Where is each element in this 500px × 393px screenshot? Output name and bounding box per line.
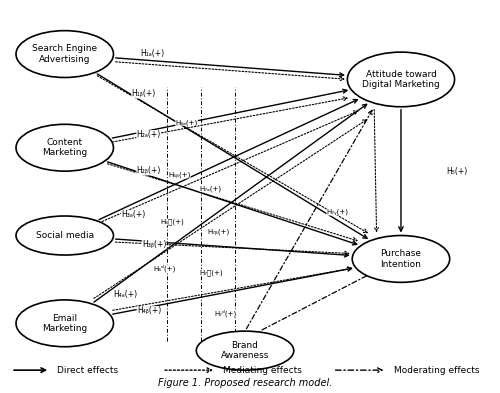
Text: Email
Marketing: Email Marketing bbox=[42, 314, 88, 333]
Text: Direct effects: Direct effects bbox=[58, 365, 118, 375]
Text: H₂ₐ(+): H₂ₐ(+) bbox=[136, 130, 160, 139]
Ellipse shape bbox=[196, 331, 294, 370]
Ellipse shape bbox=[352, 235, 450, 282]
Text: Brand
Awareness: Brand Awareness bbox=[221, 341, 269, 360]
Text: H₇ₐ(+): H₇ₐ(+) bbox=[200, 185, 222, 192]
Ellipse shape bbox=[348, 52, 455, 107]
Text: Attitude toward
Digital Marketing: Attitude toward Digital Marketing bbox=[362, 70, 440, 89]
Text: Mediating effects: Mediating effects bbox=[223, 365, 302, 375]
Text: H₄ᵦ(+): H₄ᵦ(+) bbox=[137, 306, 161, 315]
Text: H₇ᵧ(+): H₇ᵧ(+) bbox=[326, 209, 348, 215]
Text: H₇ᵈ(+): H₇ᵈ(+) bbox=[214, 310, 236, 317]
Text: H₃ₐ(+): H₃ₐ(+) bbox=[121, 210, 145, 219]
Ellipse shape bbox=[16, 124, 114, 171]
Text: H₄ₐ(+): H₄ₐ(+) bbox=[114, 290, 138, 299]
Text: H₆ᵦ(+): H₆ᵦ(+) bbox=[168, 172, 190, 178]
Text: H₆ₐ(+): H₆ₐ(+) bbox=[176, 119, 198, 126]
Ellipse shape bbox=[16, 300, 114, 347]
Text: Figure 1. Proposed research model.: Figure 1. Proposed research model. bbox=[158, 378, 332, 388]
Ellipse shape bbox=[16, 31, 114, 77]
Text: H₅(+): H₅(+) bbox=[446, 167, 468, 176]
Text: H₁ₐ(+): H₁ₐ(+) bbox=[140, 49, 164, 58]
Text: H₁ᵦ(+): H₁ᵦ(+) bbox=[132, 90, 156, 98]
Text: H₇ᵦ(+): H₇ᵦ(+) bbox=[207, 228, 230, 235]
Text: H₃ᵦ(+): H₃ᵦ(+) bbox=[142, 240, 167, 249]
Text: H₂ᵦ(+): H₂ᵦ(+) bbox=[136, 166, 161, 175]
Text: Content
Marketing: Content Marketing bbox=[42, 138, 88, 158]
Text: Moderating effects: Moderating effects bbox=[394, 365, 479, 375]
Text: H₇꜀(+): H₇꜀(+) bbox=[199, 269, 222, 276]
Ellipse shape bbox=[16, 216, 114, 255]
Text: H₆꜀(+): H₆꜀(+) bbox=[160, 219, 184, 225]
Text: H₆ᵈ(+): H₆ᵈ(+) bbox=[154, 265, 176, 272]
Text: Search Engine
Advertising: Search Engine Advertising bbox=[32, 44, 98, 64]
Text: Purchase
Intention: Purchase Intention bbox=[380, 249, 422, 269]
Text: Social media: Social media bbox=[36, 231, 94, 240]
